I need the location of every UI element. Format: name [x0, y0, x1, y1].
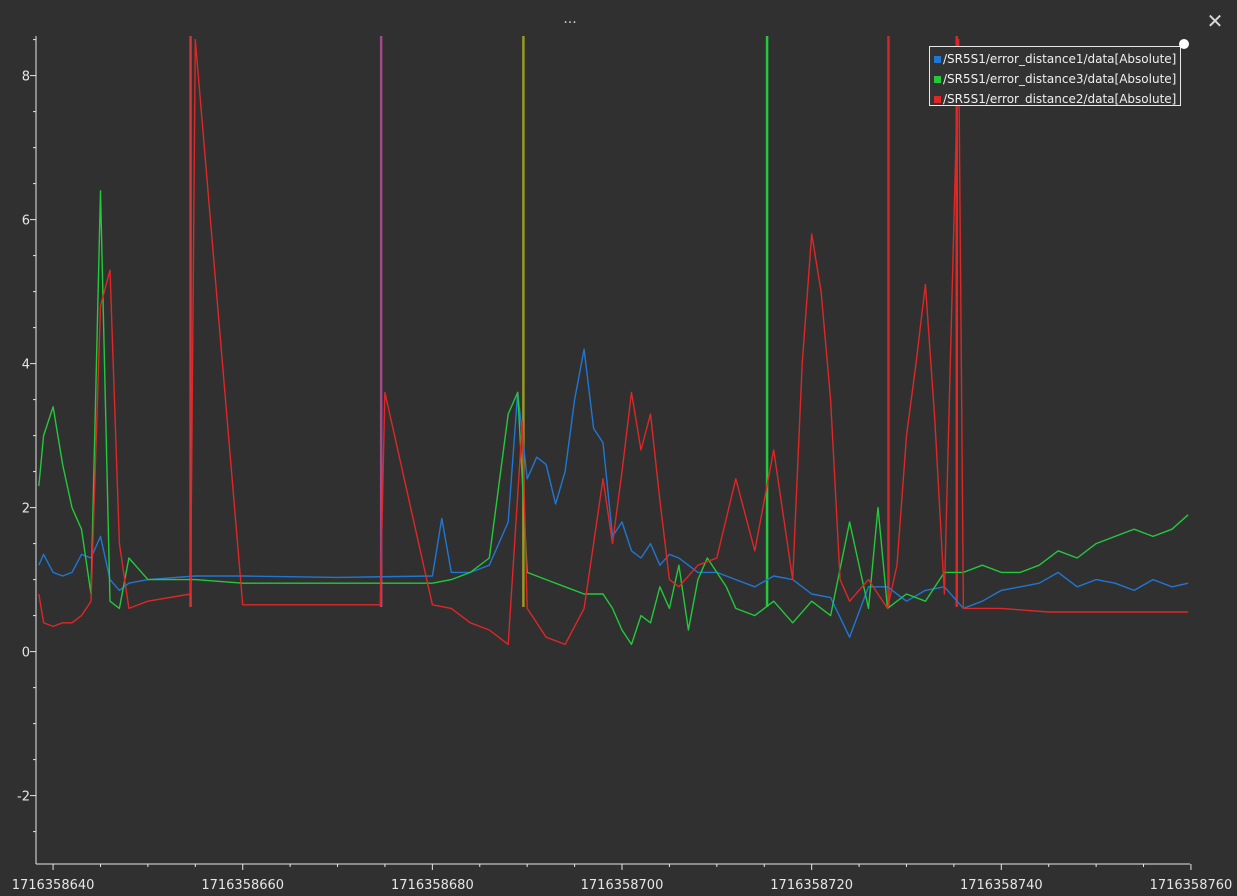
legend-entry[interactable]: /SR5S1/error_distance2/data[Absolute]	[930, 89, 1180, 109]
legend-entry[interactable]: /SR5S1/error_distance3/data[Absolute]	[930, 69, 1180, 89]
series-line-2	[38, 190, 1189, 646]
vertical-markers	[189, 36, 958, 607]
more-options-button[interactable]: ...	[556, 8, 584, 30]
x-tick-label: 1716358640	[12, 878, 95, 893]
x-tick-label: 1716358720	[770, 878, 853, 893]
more-horizontal-icon: ...	[563, 11, 577, 27]
y-tick-label: 6	[22, 214, 30, 229]
x-tick-label: 1716358760	[1150, 878, 1233, 893]
close-button[interactable]: ✕	[1201, 7, 1229, 35]
legend-swatch-red	[934, 95, 941, 103]
y-tick-label: 2	[22, 502, 30, 517]
x-tick-label: 1716358740	[960, 878, 1043, 893]
legend-label: /SR5S1/error_distance3/data[Absolute]	[943, 72, 1177, 86]
series-line-3	[38, 38, 1189, 646]
legend-resize-handle[interactable]	[1179, 39, 1189, 49]
y-tick-label: 8	[22, 70, 30, 85]
axes: -2 0 2 4 6 8 1716358640 1716358660 1716358680 171…	[12, 36, 1233, 893]
series-lines	[38, 38, 1189, 646]
x-tick-label: 1716358700	[581, 878, 664, 893]
close-icon: ✕	[1206, 9, 1224, 33]
legend-swatch-green	[934, 75, 941, 83]
y-tick-label: 0	[22, 646, 30, 661]
legend[interactable]: /SR5S1/error_distance1/data[Absolute] /S…	[929, 46, 1181, 106]
series-line-1	[38, 348, 1189, 638]
legend-label: /SR5S1/error_distance2/data[Absolute]	[943, 92, 1177, 106]
y-tick-label: -2	[17, 790, 30, 805]
legend-entry[interactable]: /SR5S1/error_distance1/data[Absolute]	[930, 49, 1180, 69]
x-tick-label: 1716358680	[391, 878, 474, 893]
legend-swatch-blue	[934, 55, 941, 63]
legend-label: /SR5S1/error_distance1/data[Absolute]	[943, 52, 1177, 66]
x-tick-label: 1716358660	[201, 878, 284, 893]
y-tick-label: 4	[22, 358, 30, 373]
